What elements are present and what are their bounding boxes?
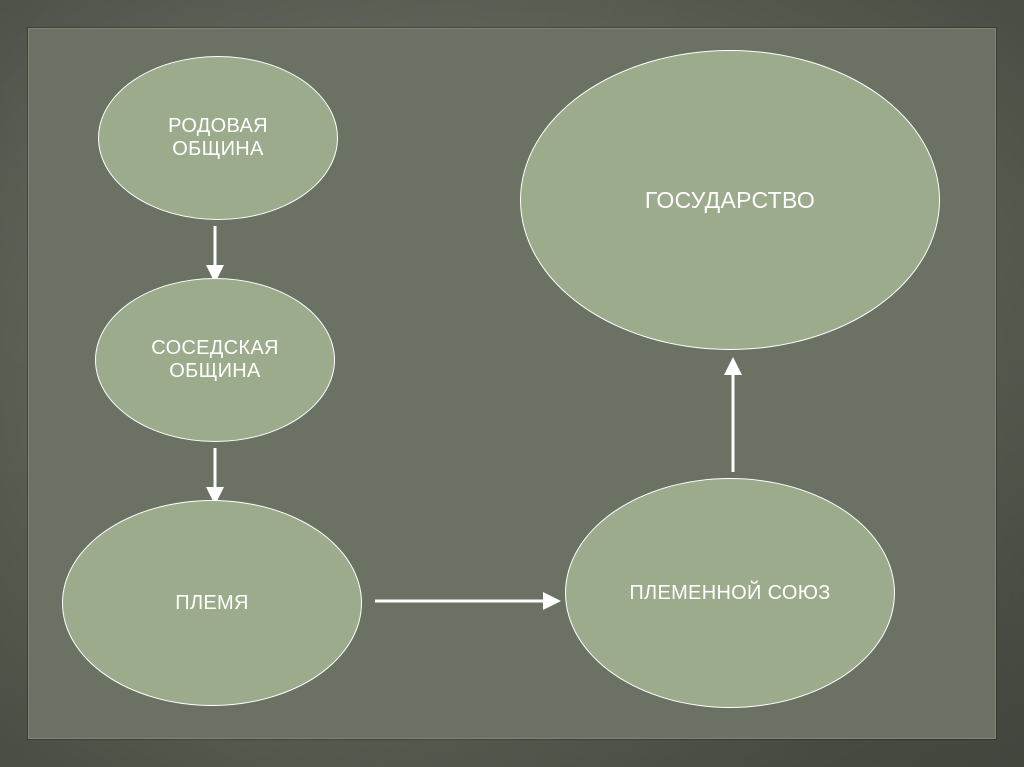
node-label: СОСЕДСКАЯОБЩИНА [151, 337, 278, 383]
diagram-stage: РОДОВАЯОБЩИНА СОСЕДСКАЯОБЩИНА ПЛЕМЯ ПЛЕМЕНН… [0, 0, 1024, 767]
node-label: ПЛЕМЕННОЙ СОЮЗ [629, 582, 830, 605]
node-label: ПЛЕМЯ [175, 592, 248, 615]
node-n1: РОДОВАЯОБЩИНА [98, 56, 338, 220]
node-label: ГОСУДАРСТВО [645, 187, 815, 213]
node-n5: ГОСУДАРСТВО [520, 50, 940, 350]
node-label: РОДОВАЯОБЩИНА [168, 115, 268, 161]
node-n3: ПЛЕМЯ [62, 500, 362, 706]
node-n2: СОСЕДСКАЯОБЩИНА [95, 278, 335, 442]
node-n4: ПЛЕМЕННОЙ СОЮЗ [565, 478, 895, 708]
